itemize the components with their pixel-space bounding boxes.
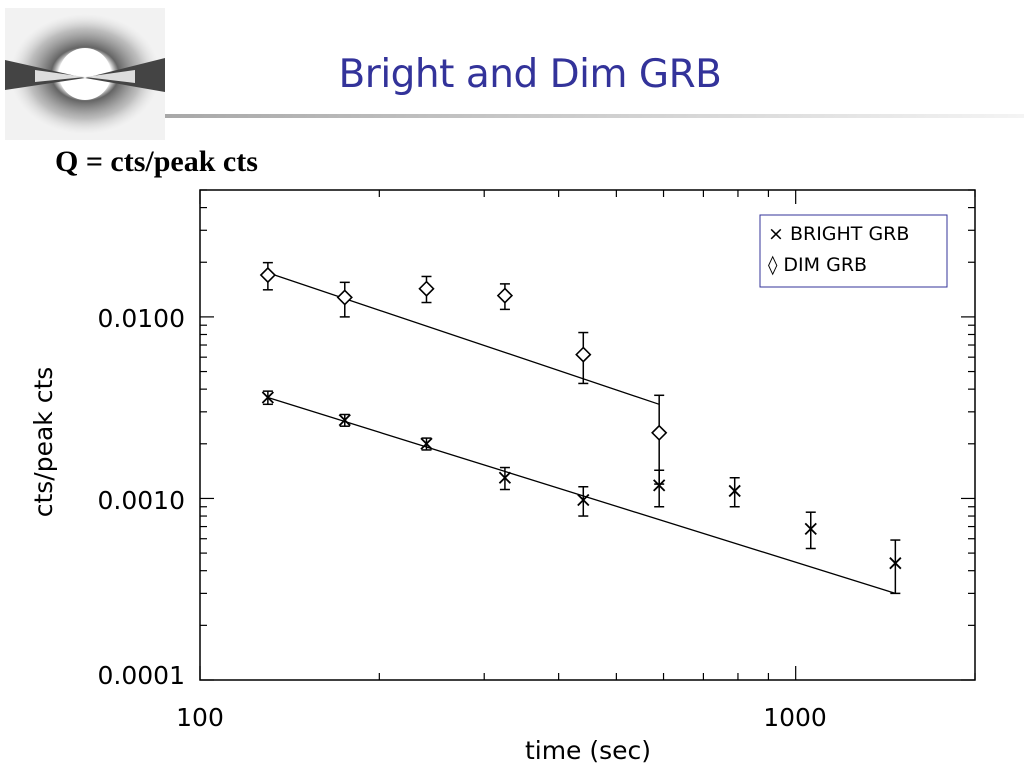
y-tick-label: 0.0100 bbox=[98, 304, 185, 333]
dim-grb-point bbox=[575, 346, 592, 363]
legend-entry-bright: × BRIGHT GRB bbox=[768, 223, 909, 245]
legend: × BRIGHT GRB ◊ DIM GRB bbox=[759, 214, 948, 288]
x-marker-stroke bbox=[804, 522, 817, 535]
fit-lines bbox=[267, 272, 896, 594]
legend-box bbox=[759, 214, 948, 288]
bright-grb-point bbox=[498, 471, 512, 484]
dim-grb-point bbox=[418, 280, 435, 297]
y-tick-label: 0.0001 bbox=[98, 661, 185, 690]
fit-line bbox=[267, 396, 896, 594]
title-divider bbox=[165, 114, 1024, 118]
x-marker-stroke bbox=[420, 437, 433, 450]
x-marker-stroke bbox=[577, 493, 590, 507]
slide-title: Bright and Dim GRB bbox=[338, 52, 722, 97]
x-marker-stroke bbox=[261, 391, 275, 404]
plot-frame bbox=[199, 189, 976, 681]
grb-jet-logo-icon bbox=[5, 8, 165, 140]
x-marker-stroke bbox=[338, 413, 351, 427]
x-axis-ticks bbox=[199, 190, 976, 680]
dim-grb-point bbox=[496, 287, 514, 304]
plot-area-border bbox=[199, 189, 976, 681]
x-tick-label: 1000 bbox=[763, 703, 827, 732]
bright-grb-point bbox=[420, 437, 433, 450]
bright-grb-point bbox=[653, 479, 666, 492]
bright-grb-point bbox=[728, 484, 741, 498]
dim-grb-point bbox=[259, 266, 277, 284]
bright-grb-point bbox=[338, 413, 351, 427]
bright-grb-point bbox=[889, 557, 902, 570]
slide-subtitle: Q = cts/peak cts bbox=[55, 145, 258, 178]
y-tick-label: 0.0010 bbox=[98, 486, 185, 515]
data-points bbox=[259, 261, 902, 595]
x-marker-stroke bbox=[498, 471, 512, 484]
y-axis-label: cts/peak cts bbox=[29, 367, 58, 518]
fit-line bbox=[267, 272, 660, 405]
x-tick-label: 100 bbox=[176, 703, 224, 732]
bright-grb-point bbox=[804, 522, 817, 535]
bright-grb-point bbox=[261, 391, 275, 404]
x-marker-stroke bbox=[889, 557, 902, 570]
dim-grb-point bbox=[336, 289, 353, 306]
y-axis-ticks bbox=[200, 189, 975, 681]
legend-entry-dim: ◊ DIM GRB bbox=[768, 254, 867, 276]
x-marker-stroke bbox=[653, 479, 666, 492]
dim-grb-point bbox=[651, 424, 668, 441]
bright-grb-point bbox=[577, 493, 590, 507]
x-axis-label: time (sec) bbox=[525, 736, 651, 765]
x-marker-stroke bbox=[728, 484, 741, 498]
